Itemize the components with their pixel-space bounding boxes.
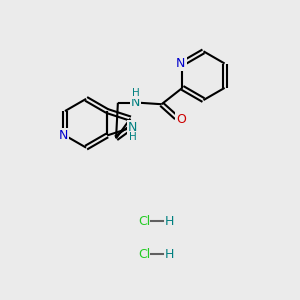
Text: H: H — [165, 215, 174, 228]
Text: N: N — [59, 129, 68, 142]
Text: N: N — [131, 96, 140, 109]
Text: N: N — [128, 122, 137, 134]
Text: O: O — [176, 112, 186, 126]
Text: H: H — [129, 132, 136, 142]
Text: H: H — [165, 248, 174, 260]
Text: N: N — [176, 57, 186, 70]
Text: Cl: Cl — [138, 215, 150, 228]
Text: Cl: Cl — [138, 248, 150, 260]
Text: H: H — [132, 88, 140, 98]
